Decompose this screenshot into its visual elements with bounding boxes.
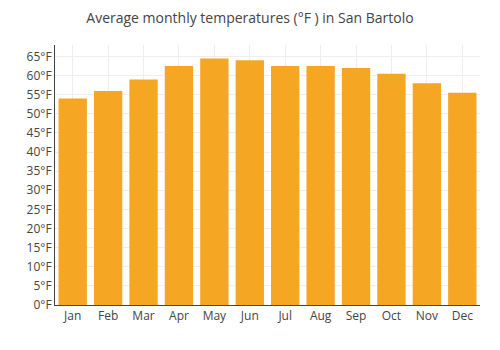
svg-text:Jun: Jun <box>240 307 259 324</box>
svg-text:Feb: Feb <box>98 307 118 324</box>
svg-text:0°F: 0°F <box>33 296 51 313</box>
svg-text:40°F: 40°F <box>27 143 52 160</box>
svg-text:50°F: 50°F <box>27 105 52 122</box>
svg-text:5°F: 5°F <box>33 277 51 294</box>
svg-text:Apr: Apr <box>169 307 189 324</box>
svg-text:Dec: Dec <box>452 307 473 324</box>
svg-text:Sep: Sep <box>346 307 367 324</box>
svg-text:65°F: 65°F <box>27 48 52 65</box>
svg-text:Mar: Mar <box>132 307 154 324</box>
svg-text:10°F: 10°F <box>27 258 52 275</box>
svg-text:60°F: 60°F <box>27 67 52 84</box>
svg-text:30°F: 30°F <box>27 181 52 198</box>
svg-text:Jul: Jul <box>277 307 292 324</box>
svg-text:20°F: 20°F <box>27 220 52 237</box>
svg-text:Aug: Aug <box>310 307 332 324</box>
svg-text:35°F: 35°F <box>27 162 52 179</box>
svg-text:45°F: 45°F <box>27 124 52 141</box>
svg-text:Nov: Nov <box>416 307 438 324</box>
svg-text:Jan: Jan <box>63 307 81 324</box>
svg-text:Average monthly temperatures (: Average monthly temperatures (°F ) in Sa… <box>86 8 413 27</box>
svg-text:May: May <box>203 307 227 324</box>
svg-text:Oct: Oct <box>382 307 401 324</box>
svg-text:25°F: 25°F <box>27 201 52 218</box>
svg-text:15°F: 15°F <box>27 239 52 256</box>
svg-text:55°F: 55°F <box>27 86 52 103</box>
